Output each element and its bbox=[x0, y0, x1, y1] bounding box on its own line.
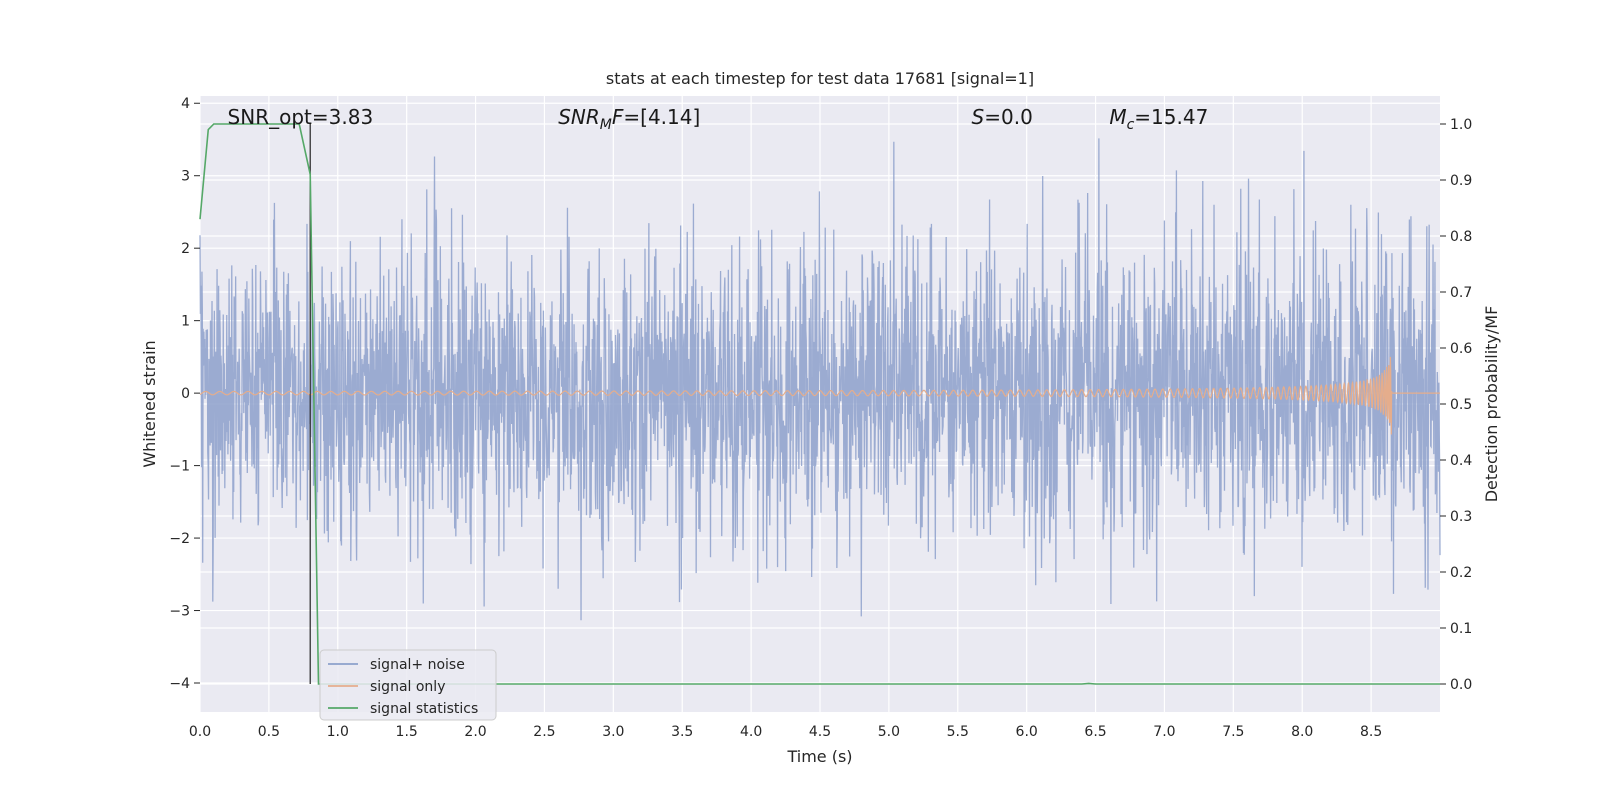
y-tick-label-left: 0 bbox=[181, 386, 190, 402]
annotations: SNR_opt=3.83 SNRMF=[4.14] S=0.0 Mc=15.47 bbox=[228, 105, 1209, 133]
y-tick-label-right: 0.6 bbox=[1450, 341, 1472, 357]
x-tick-label: 1.5 bbox=[396, 724, 418, 740]
legend-label: signal+ noise bbox=[370, 657, 465, 673]
x-tick-label: 6.0 bbox=[1016, 724, 1038, 740]
y-tick-label-right: 0.7 bbox=[1450, 285, 1472, 301]
y-tick-label-right: 0.2 bbox=[1450, 565, 1472, 581]
y-tick-label-left: −1 bbox=[169, 459, 190, 475]
y-tick-label-left: −2 bbox=[169, 531, 190, 547]
chart-title: stats at each timestep for test data 176… bbox=[606, 69, 1034, 88]
legend-label: signal statistics bbox=[370, 701, 478, 717]
annotation-text: Mc=15.47 bbox=[1109, 105, 1208, 133]
y-tick-label-left: 1 bbox=[181, 314, 190, 330]
y-tick-label-right: 0.1 bbox=[1450, 621, 1472, 637]
x-tick-label: 4.5 bbox=[809, 724, 831, 740]
annotation-text: SNR_opt=3.83 bbox=[228, 105, 374, 129]
y-tick-label-right: 0.5 bbox=[1450, 397, 1472, 413]
y-tick-label-left: 2 bbox=[181, 241, 190, 257]
y-tick-label-left: 3 bbox=[181, 169, 190, 185]
y-tick-label-right: 0.3 bbox=[1450, 509, 1472, 525]
y-tick-label-left: 4 bbox=[181, 96, 190, 112]
x-tick-label: 2.0 bbox=[464, 724, 486, 740]
series-signal-only bbox=[199, 356, 1440, 435]
x-tick-label: 0.5 bbox=[258, 724, 280, 740]
y-tick-label-right: 1.0 bbox=[1450, 117, 1472, 133]
line-signal-statistics bbox=[199, 123, 1440, 685]
x-tick-label: 8.0 bbox=[1291, 724, 1313, 740]
y-tick-label-left: −3 bbox=[169, 604, 190, 620]
y-tick-label-right: 0.9 bbox=[1450, 173, 1472, 189]
x-tick-label: 7.5 bbox=[1222, 724, 1244, 740]
x-tick-label: 7.0 bbox=[1153, 724, 1175, 740]
y-tick-label-right: 0.8 bbox=[1450, 229, 1472, 245]
x-tick-label: 2.5 bbox=[533, 724, 555, 740]
y-tick-label-right: 0.0 bbox=[1450, 677, 1472, 693]
x-axis-label: Time (s) bbox=[786, 747, 852, 766]
x-tick-label: 5.0 bbox=[878, 724, 900, 740]
x-tick-label: 5.5 bbox=[947, 724, 969, 740]
x-tick-label: 4.0 bbox=[740, 724, 762, 740]
x-tick-label: 0.0 bbox=[189, 724, 211, 740]
ticks: 0.0 0.5 1.0 1.5 2.0 2.5 3.0 3.5 4.0 4.5 5.0 5.5 6.0 6… bbox=[169, 96, 1472, 740]
line-signal-noise bbox=[199, 138, 1441, 621]
x-tick-label: 6.5 bbox=[1084, 724, 1106, 740]
x-tick-label: 8.5 bbox=[1360, 724, 1382, 740]
legend: signal+ noise signal only signal statistic… bbox=[319, 649, 497, 721]
y-tick-label-right: 0.4 bbox=[1450, 453, 1472, 469]
annotation-text: S=0.0 bbox=[972, 105, 1033, 129]
line-signal-only bbox=[199, 356, 1440, 435]
y-axis-label-right: Detection probability/MF bbox=[1482, 306, 1501, 503]
x-tick-label: 1.0 bbox=[327, 724, 349, 740]
legend-label: signal only bbox=[370, 679, 445, 695]
series-signal-statistics bbox=[199, 123, 1440, 685]
annotation-text: SNRMF=[4.14] bbox=[558, 105, 700, 133]
y-axis-label-left: Whitened strain bbox=[140, 340, 159, 467]
x-tick-label: 3.5 bbox=[671, 724, 693, 740]
legend-box bbox=[319, 649, 497, 721]
x-tick-label: 3.0 bbox=[602, 724, 624, 740]
y-tick-label-left: −4 bbox=[169, 676, 190, 692]
series-signal-noise bbox=[199, 138, 1441, 621]
